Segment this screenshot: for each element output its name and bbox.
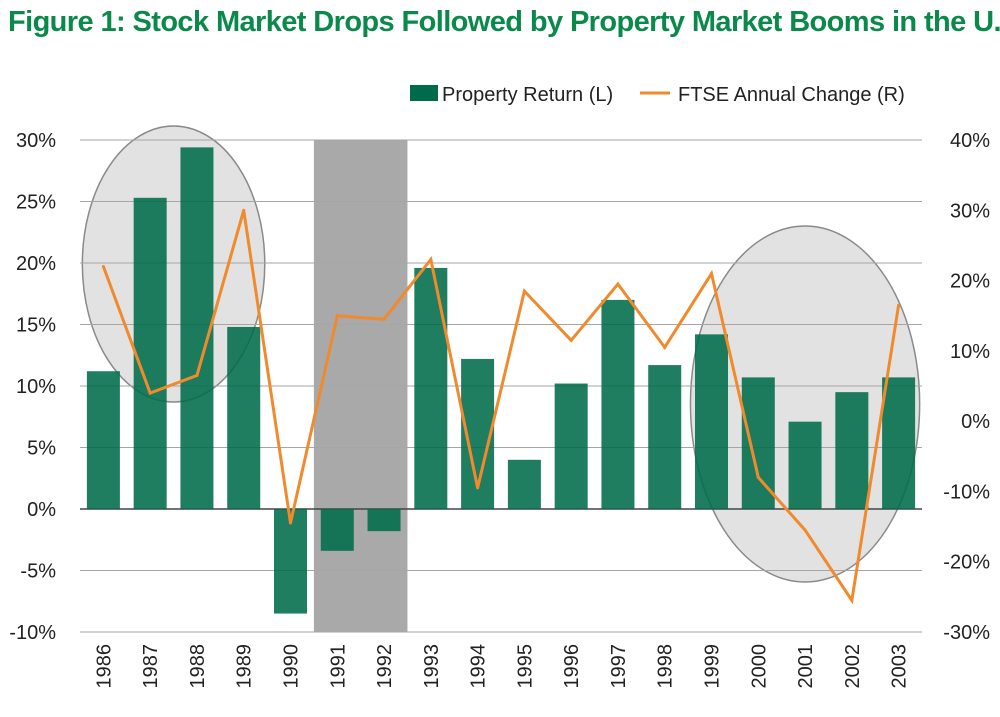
x-axis-tick-label: 2003 [889, 644, 911, 689]
x-axis-ticks: 1986 1987 1988 1989 1990 1991 1992 1993 1994 1995… [93, 644, 910, 689]
right-axis-ticks: 40% 30% 20% 10% 0% -10% -20% -30% [943, 130, 990, 644]
x-axis-tick-label: 1986 [93, 644, 115, 689]
left-axis-tick-label: 20% [16, 253, 56, 275]
x-axis-tick-label: 1996 [561, 644, 583, 689]
bar [133, 197, 167, 509]
legend-label-line: FTSE Annual Change (R) [678, 84, 905, 106]
right-axis-tick-label: -30% [943, 622, 990, 644]
ftse-point [148, 391, 152, 395]
left-axis-tick-label: 5% [27, 438, 56, 460]
x-axis-tick-label: 1988 [187, 644, 209, 689]
right-axis-tick-label: 0% [961, 411, 990, 433]
bar [227, 326, 261, 509]
left-axis-tick-label: 10% [16, 376, 56, 398]
bar [414, 267, 448, 509]
x-axis-tick-label: 1995 [514, 644, 536, 689]
x-axis-tick-label: 1993 [421, 644, 443, 689]
bar [367, 509, 401, 532]
ftse-point [756, 475, 760, 479]
x-axis-tick-label: 2000 [748, 644, 770, 689]
x-axis-tick-label: 1992 [374, 644, 396, 689]
bar [741, 377, 775, 509]
legend-swatch-bar [410, 85, 438, 101]
bar-series [86, 147, 916, 614]
ftse-point [569, 338, 573, 342]
bar [835, 392, 869, 509]
ftse-point [242, 208, 246, 212]
ftse-point [101, 265, 105, 269]
x-axis-tick-label: 2002 [842, 644, 864, 689]
right-axis-tick-label: 30% [950, 200, 990, 222]
bar [601, 299, 635, 509]
page-title: Figure 1: Stock Market Drops Followed by… [8, 6, 1000, 38]
ftse-point [429, 257, 433, 261]
legend-label-bar: Property Return (L) [442, 84, 613, 106]
ftse-point [897, 303, 901, 307]
ftse-point [476, 486, 480, 490]
ftse-point [710, 272, 713, 276]
x-axis-tick-label: 1991 [327, 644, 349, 689]
x-axis-tick-label: 1990 [281, 644, 303, 689]
x-axis-tick-label: 2001 [795, 644, 817, 689]
ftse-line [101, 209, 901, 605]
bar [507, 459, 541, 509]
ftse-point [663, 345, 667, 349]
bar [86, 371, 120, 509]
left-axis-tick-label: 0% [27, 499, 56, 521]
line-series [101, 208, 901, 605]
left-axis-tick-label: -5% [20, 561, 56, 583]
bar [180, 147, 214, 509]
bar [554, 383, 588, 509]
x-axis-tick-label: 1997 [608, 644, 630, 689]
bar [274, 509, 307, 614]
ftse-point [850, 598, 854, 602]
bar [882, 377, 916, 509]
ftse-point [335, 314, 339, 318]
left-axis-tick-label: 25% [16, 192, 56, 214]
ftse-point [195, 373, 199, 377]
right-axis-tick-label: -10% [943, 481, 990, 503]
left-axis-tick-label: 30% [16, 130, 56, 152]
right-axis-tick-label: 20% [950, 271, 990, 293]
x-axis-tick-label: 1994 [468, 644, 490, 689]
ftse-point [616, 282, 620, 286]
left-axis-ticks: 30% 25% 20% 15% 10% 5% 0% -5% -10% [9, 130, 56, 644]
x-axis-tick-label: 1987 [140, 644, 162, 689]
bar [648, 365, 682, 509]
right-axis-tick-label: 40% [950, 130, 990, 152]
right-axis-tick-label: -20% [943, 552, 990, 574]
left-axis-tick-label: 15% [16, 315, 56, 337]
bar [788, 421, 822, 509]
x-axis-tick-label: 1989 [234, 644, 256, 689]
x-axis-tick-label: 1999 [702, 644, 724, 689]
ftse-point [382, 317, 386, 321]
ftse-point [522, 289, 526, 293]
right-axis-tick-label: 10% [950, 341, 990, 363]
bar [320, 509, 354, 551]
bar [695, 334, 728, 509]
left-axis-tick-label: -10% [9, 622, 56, 644]
ftse-point [803, 528, 807, 532]
ftse-point [289, 521, 292, 525]
x-axis-tick-label: 1998 [655, 644, 677, 689]
legend: Property Return (L) FTSE Annual Change (… [410, 84, 905, 106]
